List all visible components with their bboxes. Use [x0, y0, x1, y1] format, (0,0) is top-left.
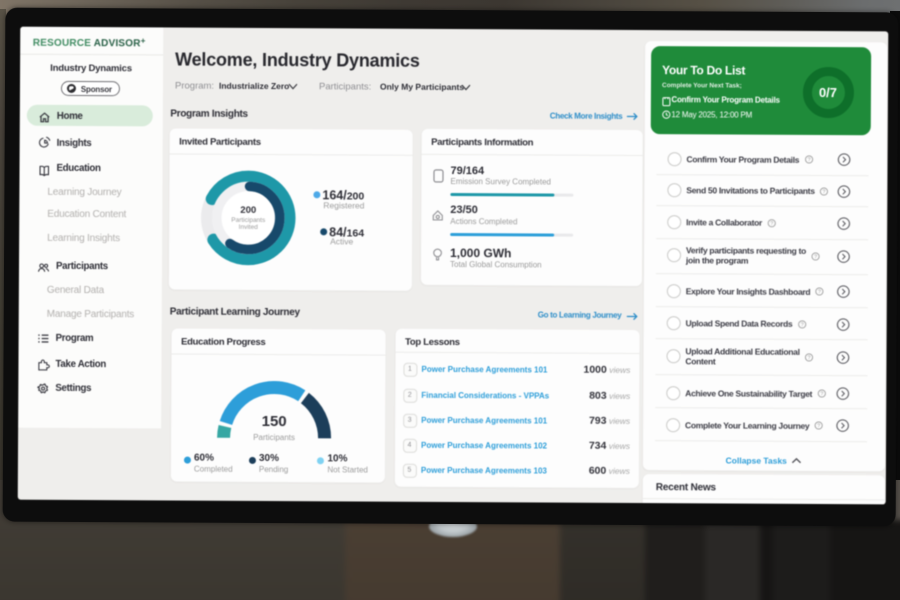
- svg-text:?: ?: [807, 158, 810, 164]
- svg-text:?: ?: [808, 355, 811, 361]
- svg-text:?: ?: [823, 189, 826, 195]
- svg-text:?: ?: [817, 424, 820, 430]
- svg-text:?: ?: [818, 290, 821, 296]
- svg-text:?: ?: [800, 322, 803, 328]
- svg-text:?: ?: [770, 221, 773, 227]
- svg-text:?: ?: [820, 392, 823, 398]
- svg-text:?: ?: [814, 254, 817, 260]
